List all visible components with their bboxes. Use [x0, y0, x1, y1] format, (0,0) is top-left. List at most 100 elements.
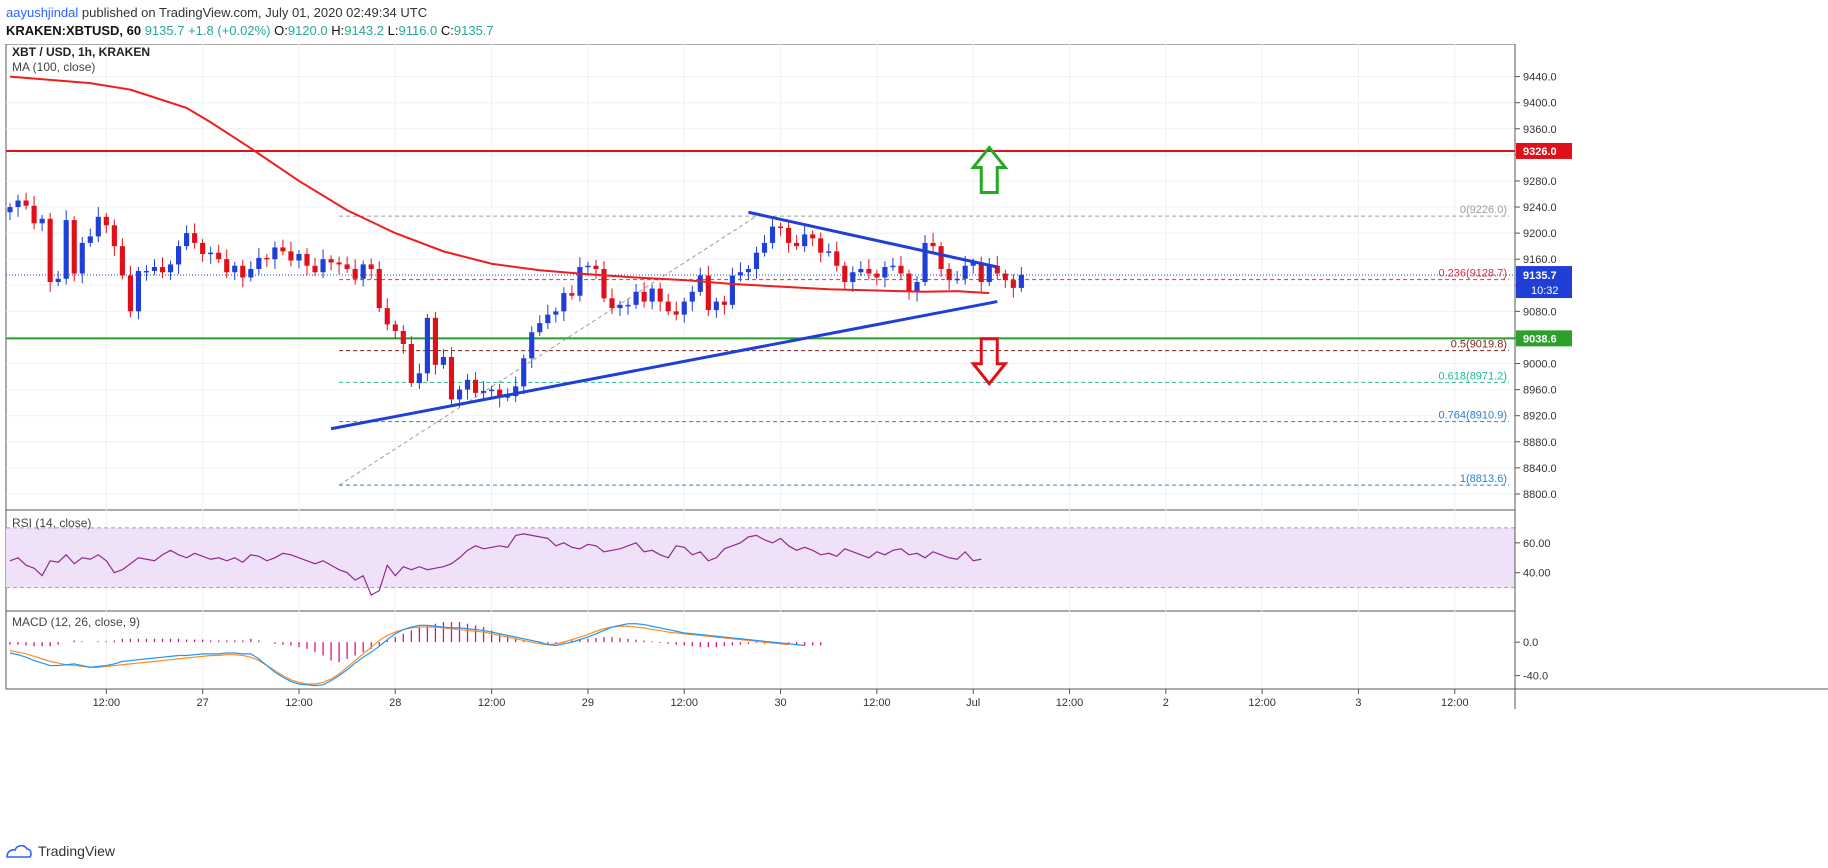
y-tick-label: 8800.0 [1523, 489, 1557, 501]
candle-body [464, 379, 471, 390]
candle-body [882, 267, 888, 278]
candle-body [713, 301, 719, 311]
candle-body [151, 267, 158, 271]
candle-body [962, 265, 968, 279]
candle-body [416, 373, 422, 384]
x-tick-label: 12:00 [670, 697, 698, 709]
macd-signal-line [9, 625, 789, 685]
macd-tick-label: -40.0 [1523, 671, 1548, 683]
candle-body [328, 259, 334, 263]
candle-body [649, 288, 655, 302]
published-text: published on TradingView.com, July 01, 2… [81, 5, 428, 20]
candle-body [922, 242, 928, 283]
candle-body [745, 268, 752, 273]
candle-body [505, 396, 511, 398]
candle-body [288, 251, 294, 261]
candle-body [617, 304, 623, 309]
x-tick-label: 12:00 [1248, 697, 1276, 709]
current-price-tag [1516, 266, 1572, 299]
resistance-price-label: 9326.0 [1523, 146, 1557, 158]
y-tick-label: 9000.0 [1523, 359, 1557, 371]
chart-frame [5, 44, 1516, 690]
levels-layer [6, 149, 1515, 340]
ma-layer [9, 75, 990, 295]
candle-body [858, 268, 864, 273]
macd-label: MACD (12, 26, close, 9) [12, 615, 140, 629]
candle-body [930, 242, 936, 247]
candle-body [521, 358, 527, 387]
x-tick-label: 12:00 [285, 697, 313, 709]
macd-line [9, 623, 805, 687]
candle-body [826, 251, 832, 253]
candle-body [192, 233, 198, 243]
y-tick-label: 8960.0 [1523, 385, 1557, 397]
candle-body [39, 218, 45, 224]
candle-body [143, 270, 150, 273]
candle-body [593, 265, 599, 269]
candle-body [368, 264, 374, 269]
candle-body [769, 226, 776, 243]
candle-body [938, 246, 944, 269]
candle-body [954, 278, 960, 281]
candle-body [737, 272, 744, 276]
candle-body [360, 264, 366, 279]
candle-body [561, 293, 567, 312]
x-tick-label: 12:00 [1056, 697, 1084, 709]
candle-body [264, 257, 270, 260]
candle-body [689, 291, 695, 302]
candle-body [697, 275, 703, 292]
candle-body [577, 267, 583, 296]
candle-body [1002, 273, 1008, 281]
candle-body [167, 264, 174, 273]
candle-body [489, 389, 495, 392]
price-change: +1.8 (+0.02%) [188, 23, 271, 38]
candle-body [296, 253, 302, 261]
footer-brand: TradingView [38, 843, 116, 859]
candle-body [127, 275, 133, 312]
bar-countdown-label: 10:32 [1531, 285, 1559, 297]
candle-body [802, 234, 808, 247]
candle-body [320, 259, 326, 273]
candle-body [1010, 280, 1016, 288]
candle-body [272, 247, 278, 260]
footer: TradingView [6, 840, 115, 862]
fib-level-label: 0.618(8971.2) [1439, 370, 1508, 382]
candle-body [569, 293, 575, 296]
candle-body [79, 242, 85, 274]
candles-layer [7, 192, 1024, 408]
chart-canvas[interactable]: 8800.08840.08880.08920.08960.09000.09040… [0, 44, 1828, 840]
close-key: C: [440, 23, 454, 38]
candle-body [432, 317, 438, 365]
support-price-tag [1516, 330, 1572, 347]
candle-body [834, 251, 840, 266]
candle-body [890, 265, 896, 268]
fib-level-label: 1(8813.6) [1460, 473, 1507, 485]
candle-body [970, 262, 976, 266]
candle-body [384, 308, 390, 325]
candle-body [681, 301, 687, 315]
rsi-label: RSI (14, close) [12, 516, 91, 530]
candle-body [31, 205, 37, 224]
candle-body [23, 200, 29, 206]
candle-body [729, 275, 735, 305]
open-key: O: [274, 23, 288, 38]
candle-body [344, 264, 350, 269]
candle-body [633, 291, 639, 305]
candle-body [609, 298, 615, 309]
x-tick-label: 12:00 [478, 697, 506, 709]
fib-diagonal [338, 215, 757, 486]
candle-body [786, 227, 792, 243]
y-tick-label: 9440.0 [1523, 72, 1557, 84]
fib-level-label: 0.5(9019.8) [1451, 339, 1507, 351]
close-value: 9135.7 [453, 23, 494, 38]
candle-body [336, 262, 342, 265]
author-link[interactable]: aayushjindal [6, 5, 79, 20]
candle-body [537, 323, 543, 333]
candle-body [842, 265, 848, 283]
candle-body [906, 273, 912, 292]
y-tick-label: 9360.0 [1523, 124, 1557, 136]
current-price-label: 9135.7 [1523, 270, 1557, 282]
candle-body [184, 233, 190, 247]
publish-info: aayushjindal published on TradingView.co… [6, 5, 427, 20]
